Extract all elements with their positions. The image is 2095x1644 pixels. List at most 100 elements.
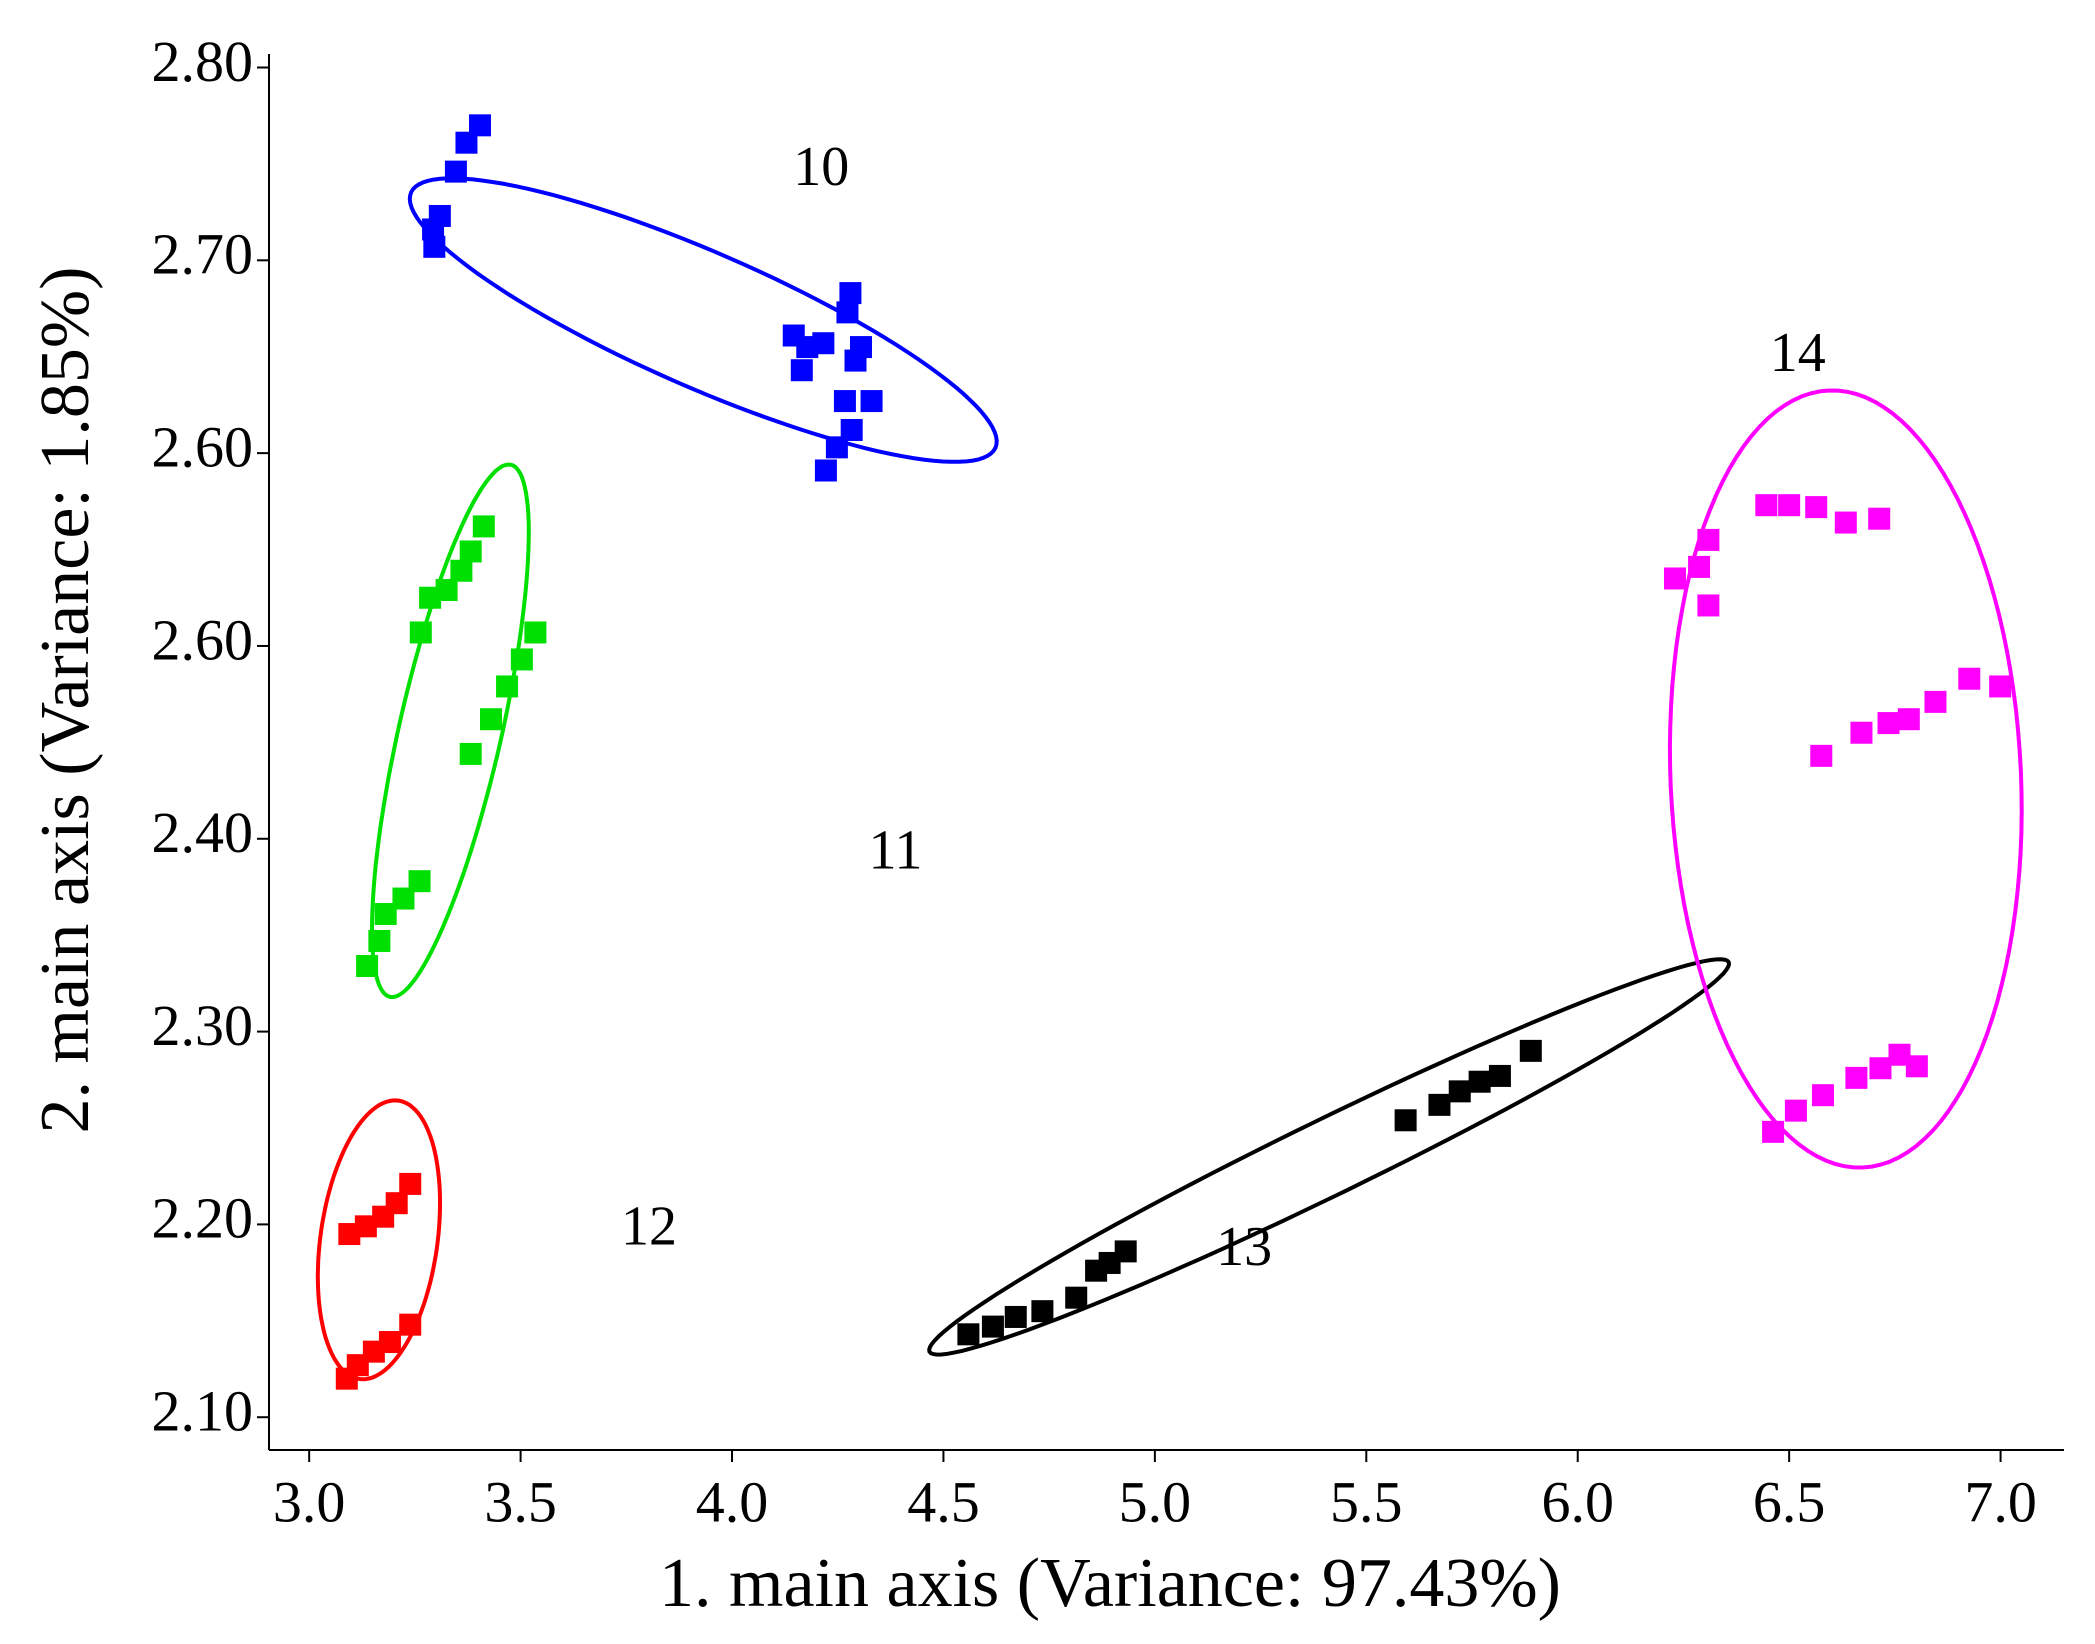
point	[1810, 744, 1833, 767]
point	[1778, 494, 1801, 517]
point	[844, 349, 867, 372]
point	[1888, 1043, 1911, 1066]
x-tick-label: 3.0	[273, 1469, 346, 1534]
x-tick-label: 5.0	[1119, 1469, 1192, 1534]
confidence-ellipse	[927, 957, 1732, 1357]
point	[1448, 1080, 1471, 1103]
x-tick-label: 4.5	[907, 1469, 980, 1534]
point	[1663, 567, 1686, 590]
point	[1834, 511, 1857, 534]
point	[472, 515, 495, 538]
point	[356, 955, 379, 978]
y-tick-label: 2.30	[152, 993, 254, 1058]
point	[338, 1223, 361, 1246]
y-tick-label: 2.70	[152, 222, 254, 287]
point	[981, 1315, 1004, 1338]
x-axis-title: 1. main axis (Variance: 97.43%)	[659, 1545, 1561, 1622]
point	[1811, 1084, 1834, 1107]
point	[422, 218, 445, 241]
point	[1877, 712, 1900, 735]
point	[1114, 1240, 1137, 1263]
point	[469, 114, 492, 137]
point	[392, 887, 415, 910]
point	[423, 235, 446, 258]
point	[1688, 555, 1711, 578]
x-tick-label: 7.0	[1964, 1469, 2037, 1534]
point	[1394, 1109, 1417, 1132]
point	[814, 459, 837, 482]
cluster-label: 11	[868, 820, 922, 882]
point	[524, 621, 547, 644]
cluster-label: 13	[1216, 1216, 1272, 1278]
point	[419, 586, 442, 609]
point	[839, 282, 862, 305]
point	[825, 436, 848, 459]
point	[444, 160, 467, 183]
point	[409, 621, 432, 644]
point	[1755, 494, 1778, 517]
point	[1850, 721, 1873, 744]
point	[335, 1367, 358, 1390]
x-tick-label: 5.5	[1330, 1469, 1403, 1534]
point	[1784, 1099, 1807, 1122]
point	[368, 929, 391, 952]
point	[399, 1172, 422, 1195]
point	[1428, 1093, 1451, 1116]
x-tick-label: 4.0	[696, 1469, 769, 1534]
point	[860, 390, 883, 413]
y-tick-label: 2.10	[152, 1379, 254, 1444]
point	[833, 390, 856, 413]
point	[1868, 507, 1891, 530]
cluster-label: 10	[793, 136, 849, 198]
point	[1905, 1055, 1928, 1078]
point	[1989, 675, 2012, 698]
y-tick-label: 2.60	[152, 607, 254, 672]
point	[459, 742, 482, 765]
point	[1519, 1039, 1542, 1062]
y-axis-title: 2. main axis (Variance: 1.85%)	[27, 267, 104, 1134]
point	[1869, 1057, 1892, 1080]
x-tick-label: 6.5	[1753, 1469, 1826, 1534]
point	[1065, 1286, 1088, 1309]
point	[790, 359, 813, 382]
point	[459, 540, 482, 563]
cluster-label: 12	[621, 1196, 677, 1258]
y-tick-label: 2.40	[152, 800, 254, 865]
y-tick-label: 2.20	[152, 1186, 254, 1251]
point	[455, 131, 478, 154]
point	[1924, 690, 1947, 713]
confidence-ellipse	[1667, 388, 2024, 1170]
confidence-ellipse	[315, 1098, 442, 1382]
point	[479, 708, 502, 731]
x-tick-label: 6.0	[1541, 1469, 1614, 1534]
point	[372, 1205, 395, 1228]
point	[1805, 496, 1828, 519]
point	[1845, 1066, 1868, 1089]
point	[840, 418, 863, 441]
cluster-label: 14	[1770, 322, 1826, 384]
y-tick-label: 2.60	[152, 414, 254, 479]
x-tick-label: 3.5	[484, 1469, 557, 1534]
point	[1958, 667, 1981, 690]
point	[1488, 1064, 1511, 1087]
point	[450, 559, 473, 582]
point	[496, 675, 519, 698]
point	[399, 1313, 422, 1336]
point	[510, 648, 533, 671]
y-tick-label: 2.80	[152, 29, 254, 94]
point	[1031, 1300, 1054, 1323]
point	[1004, 1305, 1027, 1328]
point	[1697, 594, 1720, 617]
confidence-ellipse	[407, 176, 999, 464]
point	[1697, 528, 1720, 551]
point	[836, 301, 859, 324]
point	[1897, 708, 1920, 731]
point	[957, 1323, 980, 1346]
point	[374, 902, 397, 925]
point	[1762, 1120, 1785, 1143]
point	[408, 870, 431, 893]
point	[812, 332, 835, 355]
point	[1468, 1070, 1491, 1093]
